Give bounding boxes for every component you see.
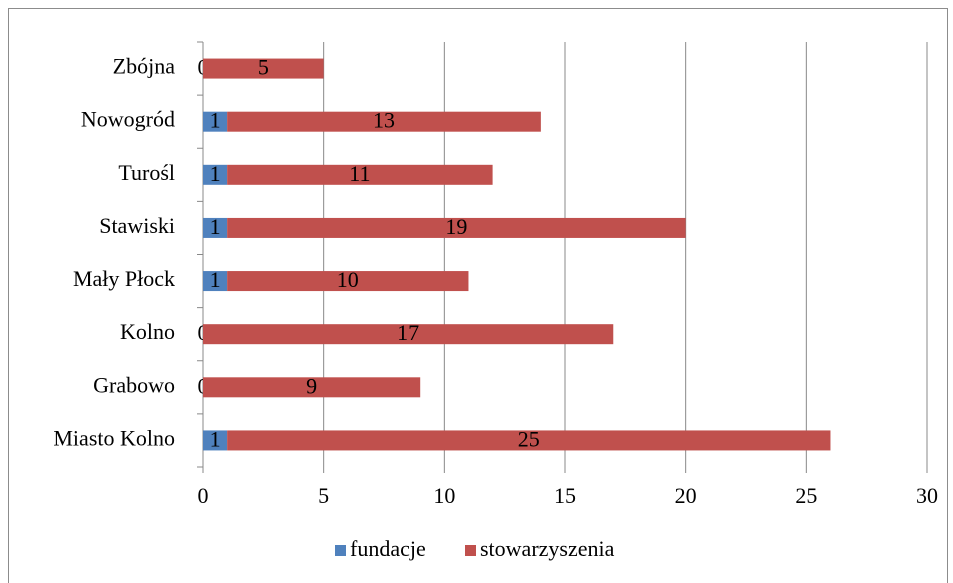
data-label: 17 (397, 320, 419, 345)
data-label: 1 (210, 161, 221, 186)
y-tick-label: Nowogród (81, 107, 175, 132)
x-tick-label: 30 (916, 483, 938, 508)
bar (203, 217, 228, 238)
y-tick-label: Grabowo (93, 372, 175, 397)
y-tick-label: Mały Płock (73, 266, 175, 291)
bar (227, 271, 469, 292)
y-tick-label: Turośl (118, 160, 175, 185)
x-tick-label: 5 (318, 483, 329, 508)
y-tick-label: Stawiski (99, 213, 175, 238)
legend-label: fundacje (350, 536, 426, 561)
data-label: 25 (518, 426, 540, 451)
data-label: 13 (373, 108, 395, 133)
data-label: 1 (210, 267, 221, 292)
bar (227, 430, 831, 451)
y-tick-label: Kolno (120, 319, 175, 344)
legend-swatch (335, 545, 346, 556)
y-tick-label: Miasto Kolno (53, 425, 175, 450)
data-label: 5 (258, 55, 269, 80)
y-tick-label: Zbójna (113, 54, 176, 79)
data-label: 1 (210, 108, 221, 133)
data-label: 1 (210, 426, 221, 451)
bar (203, 271, 228, 292)
x-tick-label: 0 (198, 483, 209, 508)
bar (227, 217, 686, 238)
data-label: 11 (349, 161, 370, 186)
data-label: 9 (306, 373, 317, 398)
bar (227, 164, 493, 185)
bar (203, 430, 228, 451)
bar (203, 58, 324, 79)
data-label: 10 (337, 267, 359, 292)
legend-swatch (465, 545, 476, 556)
x-tick-label: 10 (433, 483, 455, 508)
data-label: 1 (210, 214, 221, 239)
legend-label: stowarzyszenia (480, 536, 615, 561)
bar (203, 111, 228, 132)
bar (203, 324, 614, 345)
x-tick-label: 15 (554, 483, 576, 508)
x-tick-label: 20 (675, 483, 697, 508)
bar (203, 377, 421, 398)
data-label: 19 (445, 214, 467, 239)
bar (203, 164, 228, 185)
chart-frame (8, 8, 948, 583)
bar (227, 111, 541, 132)
x-tick-label: 25 (795, 483, 817, 508)
